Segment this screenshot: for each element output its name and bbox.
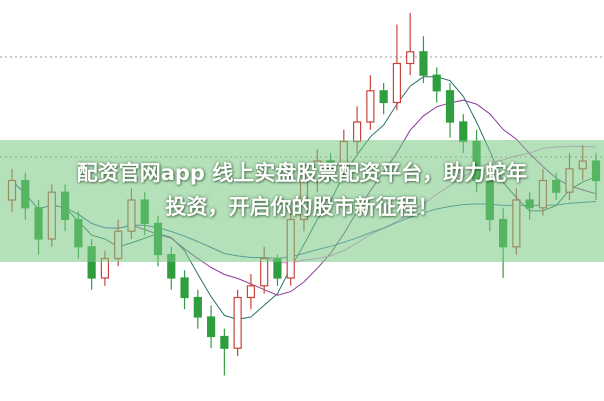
- candle-body: [233, 296, 242, 349]
- candle-body: [206, 316, 216, 338]
- candle-body: [459, 121, 468, 143]
- caption-band: [0, 140, 604, 262]
- caption: 配资官网app 线上实盘股票配资平台，助力蛇年 投资，开启你的股市新征程！: [0, 156, 604, 224]
- candle-body: [180, 277, 189, 299]
- candle-body: [193, 296, 202, 318]
- candle-body: [260, 257, 269, 287]
- candle-body: [246, 285, 256, 299]
- candle-body: [366, 90, 375, 123]
- candle-body: [379, 90, 388, 104]
- caption-line-2: 投资，开启你的股市新征程！: [165, 195, 439, 219]
- candle-body: [419, 51, 428, 76]
- candle-body: [220, 335, 229, 349]
- candle-body: [432, 74, 441, 92]
- candle-body: [392, 62, 402, 104]
- caption-line-1: 配资官网app 线上实盘股票配资平台，助力蛇年: [76, 161, 528, 185]
- candle-body: [352, 121, 362, 143]
- candle-body: [406, 51, 415, 65]
- candle-body: [445, 90, 455, 123]
